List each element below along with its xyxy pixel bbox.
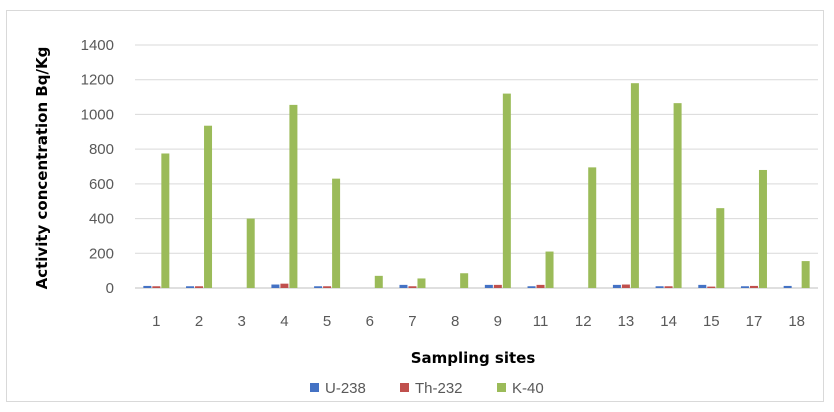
bars [143, 83, 810, 289]
y-tick-label: 1400 [81, 37, 114, 54]
bar-k-40 [588, 167, 597, 288]
x-tick-label: 9 [494, 313, 502, 330]
bar-k-40 [289, 104, 298, 288]
bar-k-40 [204, 125, 213, 288]
y-tick-label: 0 [106, 280, 114, 297]
bar-k-40 [332, 178, 341, 288]
bar-u-238 [740, 286, 749, 288]
legend-label: Th-232 [415, 380, 463, 397]
bar-k-40 [758, 169, 767, 288]
x-tick-label: 1 [152, 313, 160, 330]
bar-th-232 [621, 284, 630, 288]
x-tick-label: 12 [575, 313, 592, 330]
bar-k-40 [673, 103, 682, 289]
x-tick-label: 14 [660, 313, 677, 330]
bar-th-232 [280, 283, 289, 288]
bar-u-238 [143, 285, 152, 288]
bar-th-232 [323, 286, 332, 288]
x-tick-label: 13 [618, 313, 635, 330]
bar-k-40 [630, 83, 639, 288]
bar-k-40 [161, 153, 170, 288]
bar-th-232 [536, 284, 545, 288]
x-tick-label: 7 [408, 313, 416, 330]
bar-k-40 [502, 93, 511, 288]
x-tick-label: 8 [451, 313, 459, 330]
bar-th-232 [749, 285, 758, 288]
bar-k-40 [801, 261, 810, 288]
bar-th-232 [152, 286, 161, 288]
x-tick-label: 6 [366, 313, 374, 330]
bar-u-238 [271, 284, 280, 288]
bar-k-40 [545, 251, 554, 288]
legend-label: U-238 [325, 380, 366, 397]
bar-k-40 [417, 278, 426, 288]
legend-label: K-40 [512, 380, 544, 397]
y-axis-title: Activity concentration Bq/Kg [33, 47, 51, 290]
gridlines [135, 44, 818, 289]
bar-u-238 [655, 286, 664, 288]
y-tick-label: 200 [89, 245, 114, 262]
bar-u-238 [186, 286, 195, 288]
x-tick-label: 11 [533, 313, 549, 330]
legend-swatch [310, 383, 319, 392]
bar-u-238 [399, 284, 408, 288]
legend-swatch [497, 383, 506, 392]
bar-u-238 [484, 284, 493, 288]
bar-th-232 [664, 286, 673, 288]
x-tick-label: 15 [703, 313, 720, 330]
bar-k-40 [374, 275, 383, 288]
bar-th-232 [493, 284, 502, 288]
legend-swatch [400, 383, 409, 392]
x-tick-label: 5 [323, 313, 331, 330]
y-tick-label: 1000 [81, 106, 114, 123]
bar-u-238 [314, 286, 323, 288]
legend: U-238 Th-232 K-40 [310, 380, 544, 397]
bar-u-238 [527, 286, 536, 288]
y-tick-labels: 0 200 400 600 800 1000 1200 1400 [81, 37, 114, 297]
x-tick-label: 17 [746, 313, 763, 330]
bar-k-40 [460, 273, 469, 288]
x-tick-labels: 1 2 3 4 5 6 7 8 9 11 12 13 14 15 17 18 [152, 313, 805, 330]
bar-u-238 [783, 285, 792, 288]
bar-u-238 [612, 284, 621, 288]
bar-u-238 [698, 284, 707, 288]
bar-k-40 [716, 208, 725, 288]
bar-th-232 [195, 286, 204, 288]
x-tick-label: 4 [280, 313, 288, 330]
x-tick-label: 18 [788, 313, 805, 330]
bar-k-40 [246, 218, 255, 288]
y-tick-label: 400 [89, 211, 114, 228]
y-tick-label: 600 [89, 176, 114, 193]
y-tick-label: 1200 [81, 72, 114, 89]
chart-frame [6, 10, 824, 402]
x-tick-label: 3 [238, 313, 246, 330]
bar-th-232 [408, 286, 417, 288]
bar-th-232 [707, 286, 716, 288]
x-axis-title: Sampling sites [411, 349, 536, 367]
x-tick-label: 2 [195, 313, 203, 330]
y-tick-label: 800 [89, 141, 114, 158]
